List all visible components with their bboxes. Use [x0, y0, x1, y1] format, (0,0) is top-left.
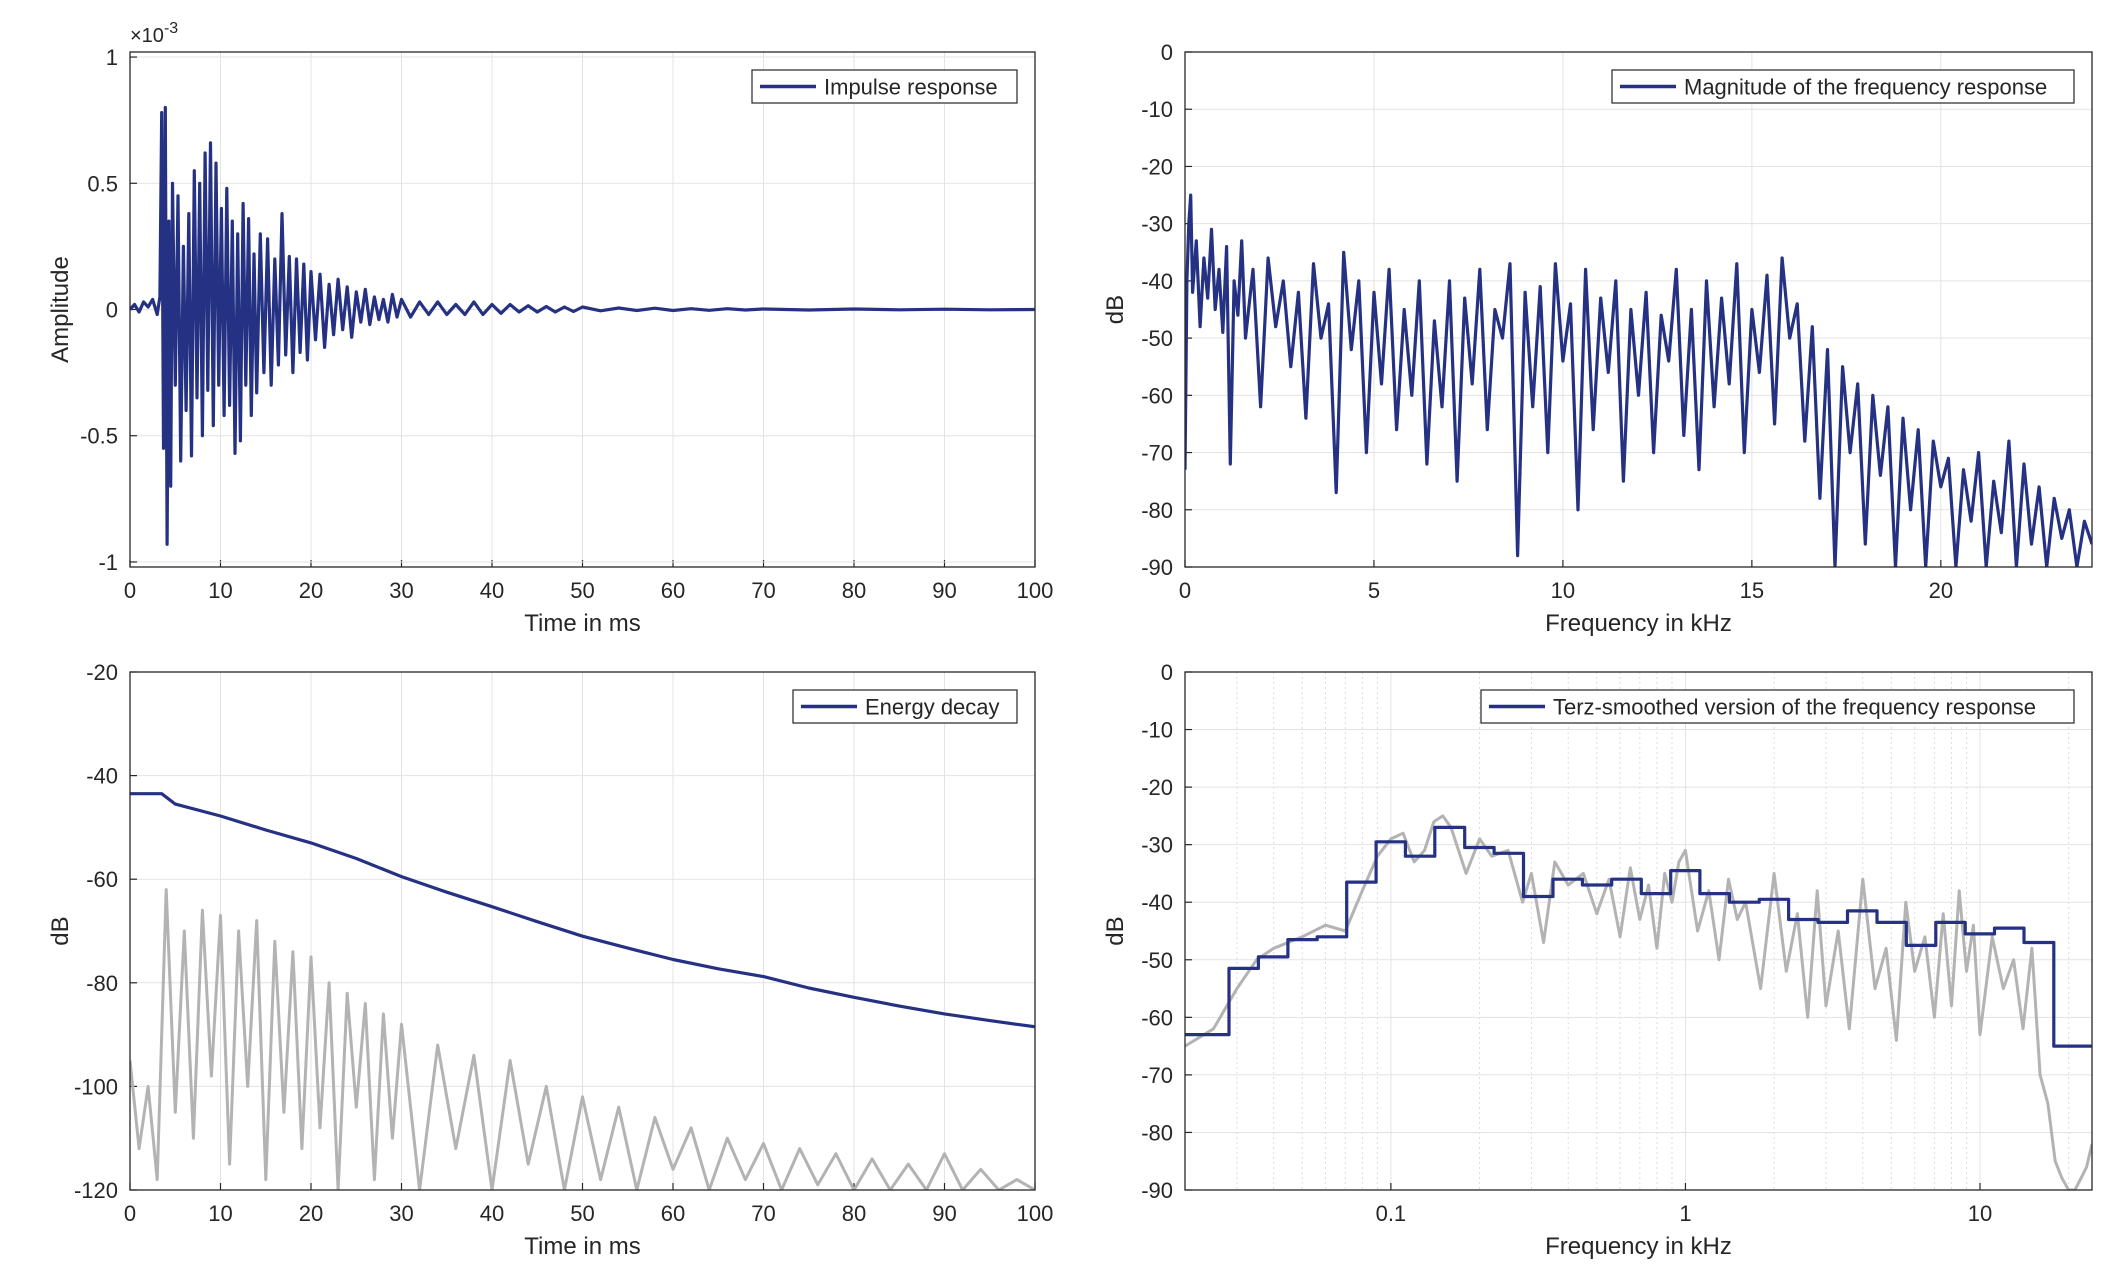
terz-x-tick-label: 10: [1968, 1201, 1992, 1226]
impulse-x-tick-label: 40: [480, 578, 504, 603]
terz-y-tick-label: -50: [1141, 948, 1173, 973]
energy-y-tick-label: -20: [86, 660, 118, 685]
magnitude-y-tick-label: -20: [1141, 154, 1173, 179]
energy-plot-area: 0 10 20 30 40 50 60 70 80 90 100 -20 -40 -60 -80 -100 -1…: [74, 660, 1053, 1226]
magnitude-x-tick-label: 5: [1368, 578, 1380, 603]
magnitude-response-panel: 0 5 10 15 20 0 -10 -20 -30 -40 -50 -60 -70 -80 -90 Mag…: [1102, 40, 2093, 637]
impulse-y-tick-label: 0: [106, 298, 118, 323]
impulse-y-tick-label: 0.5: [87, 171, 118, 196]
terz-x-tick-label: 1: [1679, 1201, 1691, 1226]
exponent-power: -3: [164, 20, 178, 37]
terz-y-tick-label: -40: [1141, 890, 1173, 915]
energy-y-tick-label: -40: [86, 764, 118, 789]
terz-y-tick-label: -20: [1141, 775, 1173, 800]
energy-x-tick-label: 70: [751, 1201, 775, 1226]
impulse-x-tick-label: 30: [389, 578, 413, 603]
magnitude-y-tick-label: -10: [1141, 97, 1173, 122]
energy-x-tick-label: 40: [480, 1201, 504, 1226]
magnitude-axes-box: [1184, 51, 2093, 568]
energy-x-tick-label: 80: [842, 1201, 866, 1226]
energy-x-tick-label: 50: [570, 1201, 594, 1226]
energy-y-tick-label: -100: [74, 1074, 118, 1099]
terz-plot-area: 0.1 1 10 0 -10 -20 -30 -40 -50 -60 -70 -80 -90: [1141, 660, 2093, 1226]
impulse-x-tick-label: 0: [124, 578, 136, 603]
energy-y-tick-label: -80: [86, 971, 118, 996]
terz-x-axis-label: Frequency in kHz: [1545, 1233, 1732, 1260]
terz-y-tick-label: -70: [1141, 1063, 1173, 1088]
terz-y-tick-label: -80: [1141, 1120, 1173, 1145]
energy-x-tick-label: 100: [1017, 1201, 1054, 1226]
magnitude-x-tick-label: 20: [1929, 578, 1953, 603]
exponent-base: ×10: [130, 25, 164, 47]
energy-y-tick-label: -60: [86, 867, 118, 892]
energy-series-line-1: [130, 792, 1035, 1029]
magnitude-plot-background: [1185, 52, 2092, 567]
magnitude-y-tick-label: -80: [1141, 498, 1173, 523]
impulse-x-tick-label: 50: [570, 578, 594, 603]
magnitude-y-tick-label: -60: [1141, 383, 1173, 408]
impulse-x-tick-label: 20: [299, 578, 323, 603]
energy-legend-label: Energy decay: [865, 695, 1000, 720]
impulse-plot-area: 0 10 20 30 40 50 60 70 80 90 100 -1 -0.5 0 0.5 1: [80, 45, 1053, 603]
magnitude-y-tick-label: -40: [1141, 269, 1173, 294]
impulse-y-tick-label: 1: [106, 45, 118, 70]
terz-y-axis-label: dB: [1102, 916, 1129, 945]
impulse-legend-label: Impulse response: [824, 75, 998, 100]
impulse-x-tick-label: 70: [751, 578, 775, 603]
energy-x-tick-label: 30: [389, 1201, 413, 1226]
terz-series-line-1: [1185, 825, 2092, 1048]
impulse-series-line-0: [130, 105, 1035, 546]
energy-x-tick-label: 10: [208, 1201, 232, 1226]
impulse-response-panel: 0 10 20 30 40 50 60 70 80 90 100 -1 -0.5 0 0.5 1 Impuls…: [47, 20, 1053, 637]
terz-axes-box: [1184, 671, 2093, 1191]
magnitude-plot-area: 0 5 10 15 20 0 -10 -20 -30 -40 -50 -60 -70 -80 -90: [1141, 40, 2093, 603]
impulse-axes-box: [129, 51, 1036, 568]
energy-x-tick-label: 20: [299, 1201, 323, 1226]
energy-axes-box: [129, 671, 1036, 1191]
energy-y-tick-label: -120: [74, 1178, 118, 1203]
impulse-x-axis-label: Time in ms: [524, 610, 640, 637]
terz-legend: [1480, 689, 2075, 724]
terz-y-tick-label: -90: [1141, 1178, 1173, 1203]
impulse-x-tick-label: 100: [1017, 578, 1054, 603]
terz-smoothed-panel: 0.1 1 10 0 -10 -20 -30 -40 -50 -60 -70 -80 -90 Terz-…: [1102, 660, 2093, 1260]
magnitude-y-tick-label: 0: [1161, 40, 1173, 65]
magnitude-y-tick-label: -70: [1141, 441, 1173, 466]
magnitude-y-tick-label: -30: [1141, 212, 1173, 237]
energy-x-tick-label: 60: [661, 1201, 685, 1226]
impulse-x-tick-label: 80: [842, 578, 866, 603]
terz-y-tick-label: -10: [1141, 718, 1173, 743]
terz-legend-label: Terz-smoothed version of the frequency r…: [1553, 695, 2036, 720]
energy-series-line-0: [130, 888, 1035, 1190]
terz-y-tick-label: -30: [1141, 833, 1173, 858]
impulse-x-tick-label: 60: [661, 578, 685, 603]
magnitude-legend-label: Magnitude of the frequency response: [1684, 75, 2047, 100]
terz-x-tick-label: 0.1: [1376, 1201, 1407, 1226]
magnitude-y-tick-label: -50: [1141, 326, 1173, 351]
impulse-y-tick-label: -0.5: [80, 424, 118, 449]
magnitude-x-tick-label: 0: [1179, 578, 1191, 603]
magnitude-y-tick-label: -90: [1141, 555, 1173, 580]
magnitude-y-axis-label: dB: [1102, 295, 1129, 324]
terz-y-tick-label: -60: [1141, 1005, 1173, 1030]
magnitude-x-tick-label: 10: [1551, 578, 1575, 603]
magnitude-x-tick-label: 15: [1740, 578, 1764, 603]
impulse-y-axis-label: Amplitude: [47, 256, 74, 363]
impulse-y-tick-label: -1: [98, 550, 118, 575]
impulse-x-tick-label: 90: [932, 578, 956, 603]
energy-decay-panel: 0 10 20 30 40 50 60 70 80 90 100 -20 -40 -60 -80 -100 -1…: [47, 660, 1053, 1260]
terz-series-line-0: [1185, 814, 2092, 1190]
energy-x-axis-label: Time in ms: [524, 1233, 640, 1260]
magnitude-legend: [1611, 69, 2075, 104]
energy-x-tick-label: 0: [124, 1201, 136, 1226]
energy-y-axis-label: dB: [47, 916, 74, 945]
impulse-x-tick-label: 10: [208, 578, 232, 603]
impulse-exponent-label: ×10-3: [130, 20, 178, 47]
magnitude-x-axis-label: Frequency in kHz: [1545, 610, 1732, 637]
terz-y-tick-label: 0: [1161, 660, 1173, 685]
energy-x-tick-label: 90: [932, 1201, 956, 1226]
magnitude-series-line-0: [1185, 193, 2092, 567]
